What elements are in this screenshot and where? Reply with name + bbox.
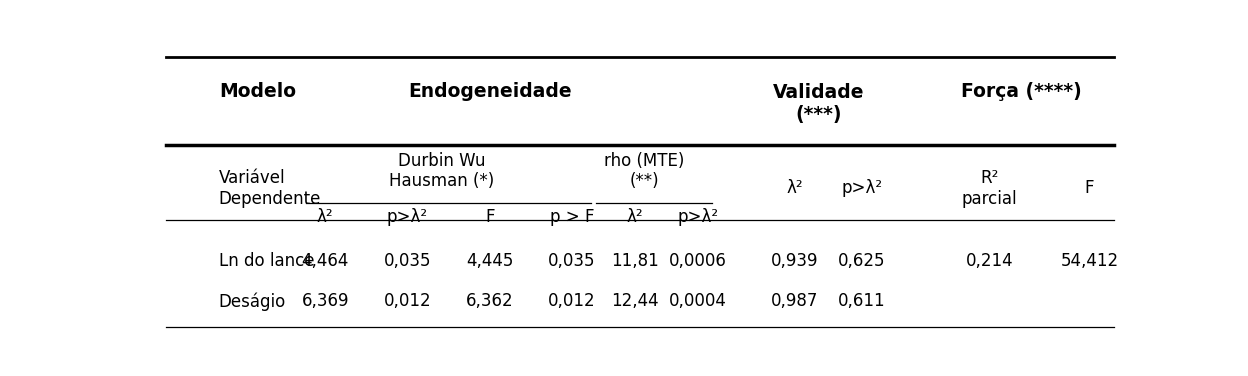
Text: Validade
(***): Validade (***) bbox=[773, 82, 865, 124]
Text: Força (****): Força (****) bbox=[961, 82, 1082, 101]
Text: 11,81: 11,81 bbox=[610, 252, 659, 270]
Text: p>λ²: p>λ² bbox=[387, 208, 428, 226]
Text: 6,362: 6,362 bbox=[466, 293, 513, 310]
Text: λ²: λ² bbox=[626, 208, 643, 226]
Text: 54,412: 54,412 bbox=[1061, 252, 1118, 270]
Text: Endogeneidade: Endogeneidade bbox=[408, 82, 572, 101]
Text: λ²: λ² bbox=[317, 208, 333, 226]
Text: 0,214: 0,214 bbox=[966, 252, 1013, 270]
Text: F: F bbox=[485, 208, 494, 226]
Text: λ²: λ² bbox=[786, 179, 802, 197]
Text: F: F bbox=[1085, 179, 1094, 197]
Text: p>λ²: p>λ² bbox=[678, 208, 718, 226]
Text: Ln do lance: Ln do lance bbox=[218, 252, 314, 270]
Text: 0,939: 0,939 bbox=[770, 252, 819, 270]
Text: Modelo: Modelo bbox=[218, 82, 296, 101]
Text: 0,012: 0,012 bbox=[548, 293, 595, 310]
Text: 0,611: 0,611 bbox=[839, 293, 886, 310]
Text: R²
parcial: R² parcial bbox=[962, 169, 1017, 208]
Text: 4,464: 4,464 bbox=[302, 252, 349, 270]
Text: Deságio: Deságio bbox=[218, 292, 286, 311]
Text: 4,445: 4,445 bbox=[466, 252, 513, 270]
Text: rho (MTE)
(**): rho (MTE) (**) bbox=[604, 152, 685, 191]
Text: p > F: p > F bbox=[549, 208, 594, 226]
Text: p>λ²: p>λ² bbox=[841, 179, 882, 197]
Text: 0,012: 0,012 bbox=[383, 293, 432, 310]
Text: 0,0004: 0,0004 bbox=[669, 293, 726, 310]
Text: 6,369: 6,369 bbox=[302, 293, 349, 310]
Text: 0,987: 0,987 bbox=[771, 293, 817, 310]
Text: 0,625: 0,625 bbox=[839, 252, 886, 270]
Text: Durbin Wu
Hausman (*): Durbin Wu Hausman (*) bbox=[388, 152, 494, 191]
Text: 0,035: 0,035 bbox=[383, 252, 432, 270]
Text: Variável
Dependente: Variável Dependente bbox=[218, 169, 321, 208]
Text: 12,44: 12,44 bbox=[612, 293, 659, 310]
Text: 0,035: 0,035 bbox=[548, 252, 595, 270]
Text: 0,0006: 0,0006 bbox=[669, 252, 726, 270]
